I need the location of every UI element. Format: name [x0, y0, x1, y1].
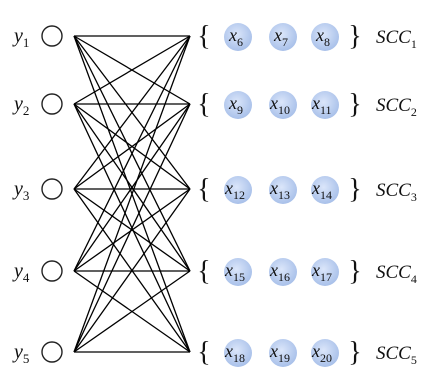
edge-y4-scc2 [73, 103, 191, 272]
close-brace: } [348, 256, 361, 287]
edge-y4-scc3 [73, 188, 191, 272]
edge-y2-scc1 [73, 35, 191, 105]
close-brace: } [348, 89, 361, 120]
y-node-1 [41, 25, 63, 47]
y-label-3: y3 [12, 178, 29, 203]
open-brace: { [197, 21, 210, 52]
edge-y3-scc2 [73, 103, 191, 190]
y-node-2 [41, 93, 63, 115]
scc-group-2: {x9 x10 x11} SCC2 [197, 89, 417, 120]
y-label-1: y1 [12, 25, 29, 50]
x-node-9 [224, 91, 252, 119]
y-node-5 [41, 341, 63, 363]
x-node-18 [224, 339, 252, 367]
scc-group-3: {x12 x13 x14} SCC3 [197, 174, 417, 205]
scc-label-2: SCC2 [376, 95, 417, 119]
y-node-3 [41, 178, 63, 200]
close-brace: } [348, 174, 361, 205]
left-node-column: y1 y2 y3 y4 y5 [12, 25, 63, 366]
scc-label-5: SCC5 [376, 343, 417, 367]
close-brace: } [348, 21, 361, 52]
edge-y4-scc1 [73, 35, 191, 272]
scc-label-3: SCC3 [376, 180, 417, 204]
y-label-5: y5 [12, 341, 29, 366]
x-node-11 [311, 91, 339, 119]
scc-label-4: SCC4 [376, 262, 417, 286]
scc-group-4: {x15 x16 x17} SCC4 [197, 256, 417, 287]
open-brace: { [197, 337, 210, 368]
x-node-19 [269, 339, 297, 367]
x-node-15 [224, 258, 252, 286]
y-node-4 [41, 260, 63, 282]
x-node-10 [269, 91, 297, 119]
open-brace: { [197, 174, 210, 205]
x-node-17 [311, 258, 339, 286]
x-node-12 [224, 176, 252, 204]
edge-layer [73, 35, 191, 353]
x-node-7 [269, 23, 297, 51]
edge-y5-scc2 [73, 103, 191, 353]
edge-y3-scc1 [73, 35, 191, 190]
edge-y5-scc3 [73, 188, 191, 353]
scc-group-5: {x18 x19 x20} SCC5 [197, 337, 417, 368]
y-label-4: y4 [12, 260, 30, 285]
scc-label-1: SCC1 [376, 27, 417, 51]
close-brace: } [348, 337, 361, 368]
x-node-6 [224, 23, 252, 51]
x-node-8 [311, 23, 339, 51]
y-label-2: y2 [12, 93, 29, 118]
x-node-16 [269, 258, 297, 286]
open-brace: { [197, 256, 210, 287]
x-node-20 [311, 339, 339, 367]
edge-y5-scc1 [73, 35, 191, 353]
right-group-column: {x6 x7 x8} SCC1{x9 x10 x11} SCC2{x12 x13 x14} SCC… [197, 21, 417, 368]
open-brace: { [197, 89, 210, 120]
x-node-13 [269, 176, 297, 204]
edge-y5-scc4 [73, 270, 191, 353]
scc-group-1: {x6 x7 x8} SCC1 [197, 21, 417, 52]
x-node-14 [311, 176, 339, 204]
